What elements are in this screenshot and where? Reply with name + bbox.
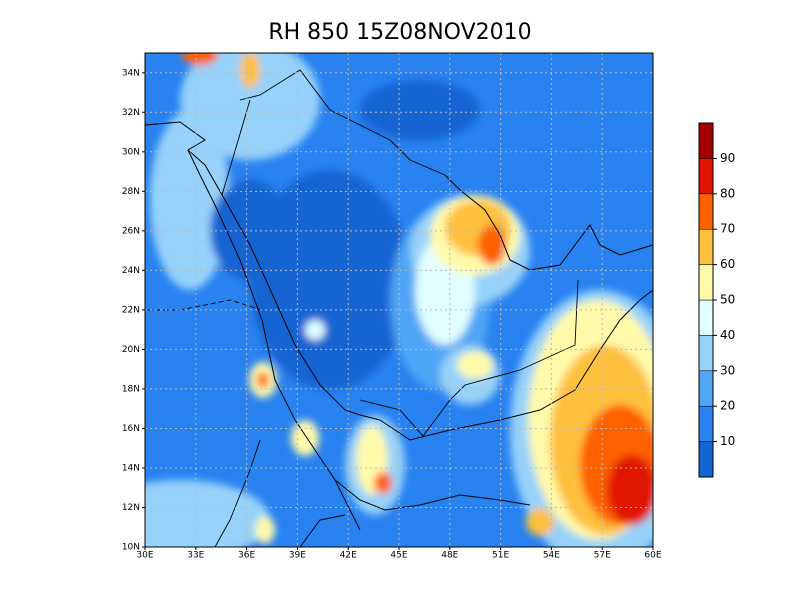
colorbar-box [698, 193, 714, 230]
y-tick-label: 28N [122, 187, 140, 197]
x-tick-label: 48E [441, 551, 458, 561]
colorbar-box [698, 264, 714, 301]
contour-region [250, 170, 410, 390]
colorbar-box [698, 335, 714, 372]
contour-region [291, 420, 319, 456]
contour-region [145, 480, 270, 547]
colorbar-label: 80 [720, 186, 735, 200]
y-tick-label: 10N [122, 543, 140, 553]
x-tick-label: 39E [289, 551, 306, 561]
x-tick-label: 57E [594, 551, 611, 561]
y-tick-label: 20N [122, 345, 140, 355]
x-tick-label: 54E [543, 551, 560, 561]
x-tick-label: 30E [136, 551, 153, 561]
colorbar-label: 60 [720, 257, 735, 271]
colorbar-label: 30 [720, 363, 735, 377]
contour-region [240, 53, 260, 88]
contour-region [210, 180, 290, 280]
contour-region [150, 110, 230, 290]
colorbar-box [698, 441, 714, 478]
colorbar-label: 50 [720, 293, 735, 307]
y-tick-label: 34N [122, 68, 140, 78]
colorbar-label: 20 [720, 399, 735, 413]
x-tick-label: 60E [644, 551, 661, 561]
y-tick-label: 18N [122, 384, 140, 394]
contour-region [257, 372, 269, 388]
colorbar-box [698, 228, 714, 265]
humidity-field [145, 53, 653, 547]
y-tick-label: 12N [122, 503, 140, 513]
colorbar-box [698, 122, 714, 159]
y-tick-label: 14N [122, 463, 140, 473]
x-tick-label: 36E [238, 551, 255, 561]
colorbar-box [698, 370, 714, 407]
colorbar-label: 40 [720, 328, 735, 342]
colorbar-label: 90 [720, 151, 735, 165]
x-tick-label: 45E [390, 551, 407, 561]
contour-region [457, 351, 493, 379]
x-tick-label: 33E [187, 551, 204, 561]
y-tick-label: 22N [122, 305, 140, 315]
x-tick-label: 42E [340, 551, 357, 561]
y-tick-label: 26N [122, 226, 140, 236]
colorbar-box [698, 299, 714, 336]
contour-region [182, 53, 218, 65]
contour-region [360, 80, 480, 140]
colorbar-box [698, 405, 714, 442]
map-title: RH 850 15Z08NOV2010 [268, 20, 531, 45]
colorbar-label: 70 [720, 222, 735, 236]
contour-region [255, 516, 275, 544]
contour-region [478, 225, 506, 265]
y-tick-label: 16N [122, 424, 140, 434]
y-tick-label: 30N [122, 147, 140, 157]
colorbar-label: 10 [720, 434, 735, 448]
y-tick-label: 24N [122, 266, 140, 276]
x-tick-label: 51E [492, 551, 509, 561]
contour-region [305, 320, 325, 340]
y-tick-label: 32N [122, 108, 140, 118]
contour-region [526, 508, 554, 536]
contour-region [607, 455, 653, 525]
field-contours [145, 53, 653, 547]
contour-region [374, 472, 392, 494]
colorbar-box [698, 158, 714, 195]
